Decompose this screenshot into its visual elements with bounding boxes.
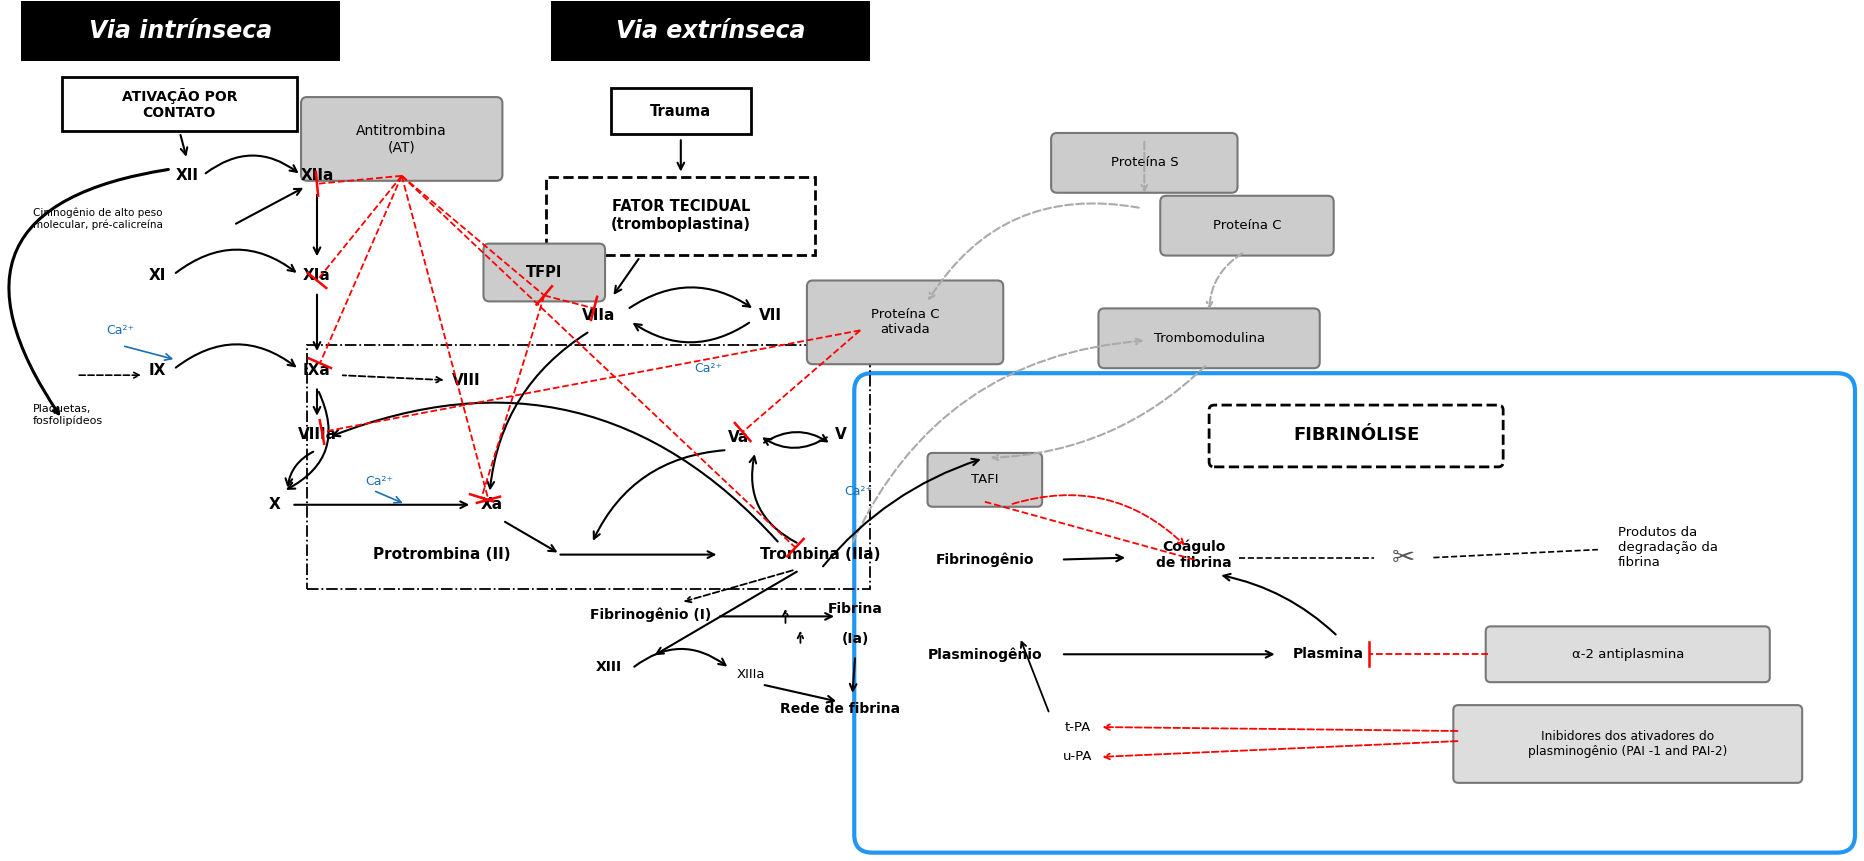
- Text: Ca²⁺: Ca²⁺: [844, 486, 872, 499]
- Text: Xa: Xa: [481, 498, 501, 512]
- Text: Proteína C
ativada: Proteína C ativada: [870, 308, 939, 337]
- FancyBboxPatch shape: [1486, 626, 1769, 682]
- FancyBboxPatch shape: [1051, 133, 1238, 193]
- FancyBboxPatch shape: [552, 2, 870, 61]
- Text: Proteína S: Proteína S: [1109, 157, 1178, 170]
- Text: Antitrombina
(AT): Antitrombina (AT): [356, 124, 447, 154]
- Text: u-PA: u-PA: [1062, 751, 1092, 764]
- FancyBboxPatch shape: [483, 244, 604, 301]
- Text: VIII: VIII: [451, 373, 481, 387]
- Text: t-PA: t-PA: [1064, 721, 1090, 734]
- Text: Via intrínseca: Via intrínseca: [89, 19, 272, 43]
- Text: Proteína C: Proteína C: [1212, 220, 1281, 232]
- FancyBboxPatch shape: [807, 281, 1003, 364]
- Text: Trombomodulina: Trombomodulina: [1154, 331, 1264, 344]
- FancyBboxPatch shape: [1452, 705, 1801, 783]
- Text: Plasmina: Plasmina: [1292, 647, 1363, 661]
- Text: Trauma: Trauma: [651, 103, 710, 119]
- FancyBboxPatch shape: [926, 453, 1042, 507]
- Text: Rede de fibrina: Rede de fibrina: [779, 702, 900, 716]
- FancyBboxPatch shape: [1208, 405, 1502, 467]
- Text: XI: XI: [149, 268, 166, 283]
- Text: Plaquetas,
fosfolipídeos: Plaquetas, fosfolipídeos: [34, 404, 103, 426]
- Text: Inibidores dos ativadores do
plasminogênio (PAI -1 and PAI-2): Inibidores dos ativadores do plasminogên…: [1527, 730, 1726, 758]
- FancyBboxPatch shape: [1098, 308, 1320, 369]
- Text: (Ia): (Ia): [841, 632, 869, 647]
- Text: XIIIa: XIIIa: [736, 668, 764, 681]
- Text: Fibrinogênio: Fibrinogênio: [936, 553, 1033, 567]
- Text: TAFI: TAFI: [971, 474, 997, 486]
- FancyBboxPatch shape: [611, 88, 749, 134]
- Text: Ca²⁺: Ca²⁺: [693, 362, 723, 375]
- Text: ✂: ✂: [1391, 543, 1415, 572]
- Text: FIBRINÓLISE: FIBRINÓLISE: [1292, 426, 1419, 444]
- Text: Trombina (IIa): Trombina (IIa): [761, 547, 880, 562]
- Text: VIIa: VIIa: [582, 308, 615, 323]
- Text: X: X: [268, 498, 280, 512]
- FancyBboxPatch shape: [21, 2, 339, 61]
- Text: Coágulo
de fibrina: Coágulo de fibrina: [1156, 539, 1232, 570]
- Text: Va: Va: [727, 430, 749, 445]
- Text: TFPI: TFPI: [526, 265, 563, 280]
- Text: α-2 antiplasmina: α-2 antiplasmina: [1571, 647, 1683, 660]
- Text: XIII: XIII: [596, 660, 623, 674]
- Text: Produtos da
degradação da
fibrina: Produtos da degradação da fibrina: [1616, 526, 1717, 569]
- FancyBboxPatch shape: [62, 77, 296, 132]
- Text: VIIIa: VIIIa: [298, 427, 336, 443]
- Text: Fibrinogênio (I): Fibrinogênio (I): [591, 607, 712, 622]
- FancyBboxPatch shape: [546, 177, 815, 255]
- Text: Via extrínseca: Via extrínseca: [615, 19, 805, 43]
- FancyBboxPatch shape: [854, 373, 1855, 852]
- Text: Ca²⁺: Ca²⁺: [365, 475, 393, 488]
- Text: Plasminogênio: Plasminogênio: [926, 647, 1042, 661]
- Text: XIa: XIa: [304, 268, 330, 283]
- Text: XII: XII: [175, 168, 199, 183]
- Text: FATOR TECIDUAL
(tromboplastina): FATOR TECIDUAL (tromboplastina): [611, 200, 751, 232]
- Text: Protrombina (II): Protrombina (II): [373, 547, 511, 562]
- Text: XIIa: XIIa: [300, 168, 334, 183]
- FancyBboxPatch shape: [1159, 195, 1333, 256]
- Text: IXa: IXa: [304, 362, 330, 378]
- Text: VII: VII: [759, 308, 781, 323]
- Text: Fibrina: Fibrina: [828, 603, 882, 616]
- Text: ATIVAÇÃO POR
CONTATO: ATIVAÇÃO POR CONTATO: [121, 88, 237, 121]
- Text: Cininogênio de alto peso
molecular, pré-calicreína: Cininogênio de alto peso molecular, pré-…: [34, 208, 162, 230]
- Text: V: V: [833, 427, 846, 443]
- Text: IX: IX: [149, 362, 166, 378]
- Text: Ca²⁺: Ca²⁺: [106, 324, 134, 337]
- FancyBboxPatch shape: [300, 97, 501, 181]
